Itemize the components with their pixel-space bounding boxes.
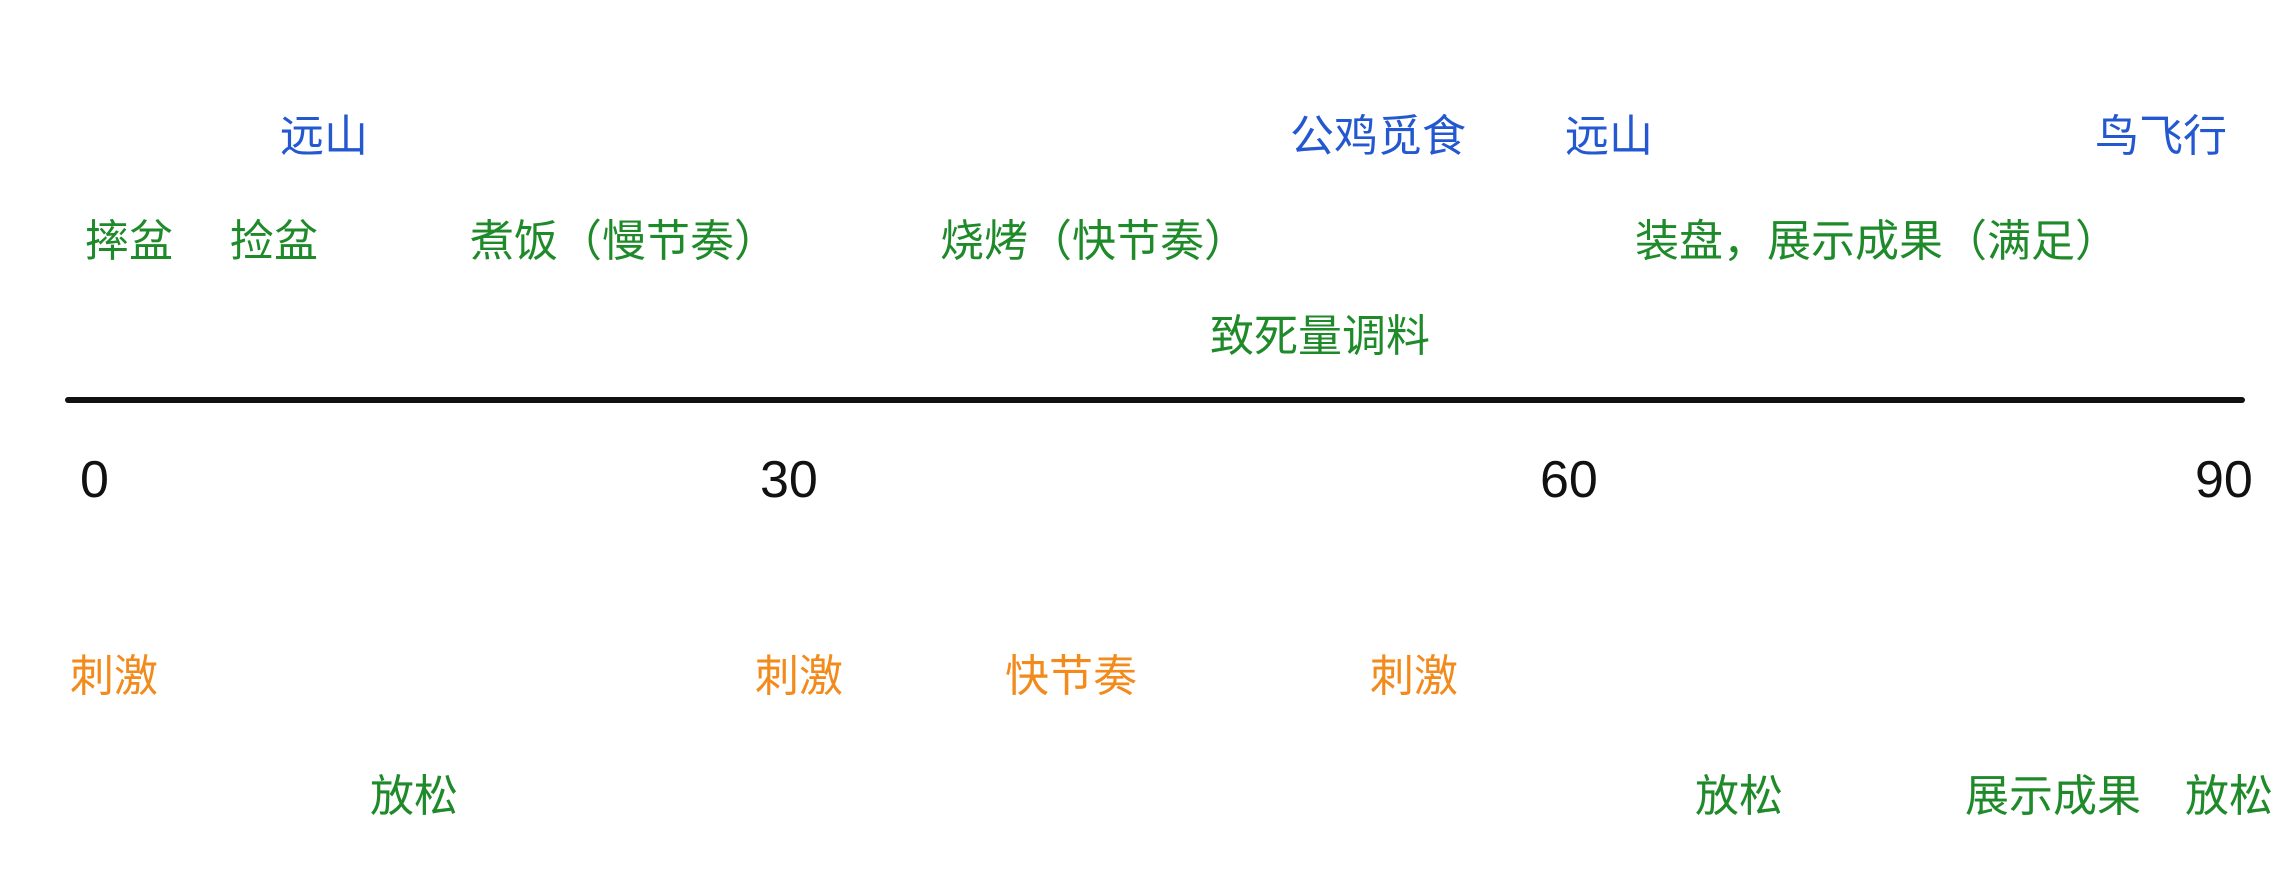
event-fangsong2: 放松 <box>1695 760 1783 824</box>
event-kuaijiezou: 快节奏 <box>1005 640 1137 704</box>
event-fangsong3: 放松 <box>2185 760 2273 824</box>
event-ciji2: 刺激 <box>755 640 843 704</box>
event-fangsong1: 放松 <box>370 760 458 824</box>
event-ciji1: 刺激 <box>70 640 158 704</box>
event-yuanshan1: 远山 <box>280 100 368 164</box>
event-shaokao: 烧烤（快节奏） <box>940 205 1248 269</box>
event-niaofeixing: 鸟飞行 <box>2095 100 2227 164</box>
event-zhuangpan: 装盘，展示成果（满足） <box>1635 205 2119 269</box>
event-gongji: 公鸡觅食 <box>1290 100 1466 164</box>
event-tiaoliao: 致死量调料 <box>1210 300 1430 364</box>
event-ciji3: 刺激 <box>1370 640 1458 704</box>
tick-90: 90 <box>2195 450 2253 510</box>
event-zhufan: 煮饭（慢节奏） <box>470 205 778 269</box>
event-shuaipen: 摔盆 <box>85 205 173 269</box>
tick-60: 60 <box>1540 450 1598 510</box>
timeline-axis <box>65 397 2245 403</box>
event-jianpen: 捡盆 <box>230 205 318 269</box>
tick-30: 30 <box>760 450 818 510</box>
event-zhanshi: 展示成果 <box>1965 760 2141 824</box>
tick-0: 0 <box>80 450 109 510</box>
event-yuanshan2: 远山 <box>1565 100 1653 164</box>
